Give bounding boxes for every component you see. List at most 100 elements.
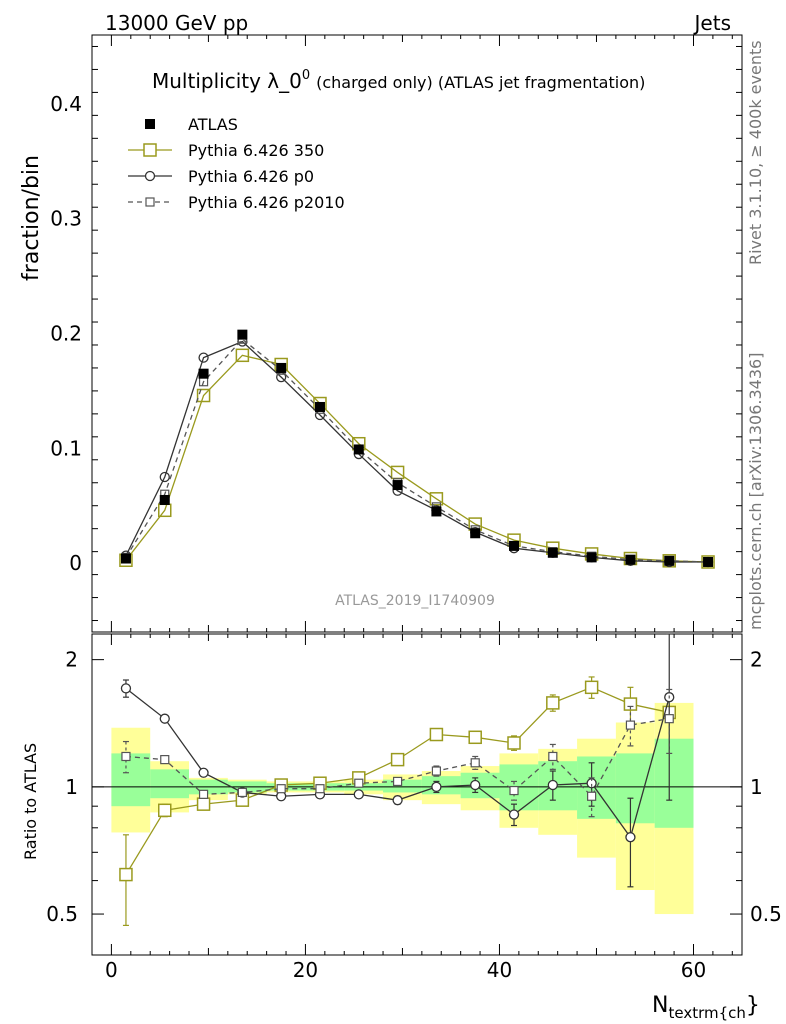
ratio-marker bbox=[468, 730, 482, 745]
uncert-band-green bbox=[383, 779, 422, 793]
uncert-band-green bbox=[150, 769, 190, 799]
atlas-data-point bbox=[198, 368, 209, 379]
ratio-marker bbox=[158, 803, 172, 818]
legend-marker bbox=[144, 170, 156, 182]
atlas-data-point bbox=[586, 552, 597, 563]
uncert-band-green bbox=[615, 753, 655, 824]
ratio-marker bbox=[431, 781, 442, 792]
ratio-frame bbox=[91, 633, 743, 956]
atlas-data-point bbox=[276, 362, 287, 373]
ratio-marker bbox=[470, 779, 481, 791]
ratio-tick-label-right: 1 bbox=[750, 775, 763, 799]
y-tick-label: 0 bbox=[69, 551, 82, 575]
ratio-marker bbox=[547, 779, 558, 791]
ratio-marker bbox=[121, 751, 131, 762]
ratio-marker bbox=[548, 751, 558, 762]
ratio-marker bbox=[508, 809, 520, 820]
atlas-data-point bbox=[509, 540, 520, 551]
atlas-data-point bbox=[237, 329, 248, 340]
atlas-data-point bbox=[392, 480, 403, 491]
header-process-label: Jets bbox=[693, 11, 731, 35]
ratio-marker bbox=[354, 778, 364, 788]
atlas-data-point bbox=[664, 555, 675, 566]
ratio-marker bbox=[119, 867, 133, 882]
atlas-data-point bbox=[159, 494, 170, 505]
series-line bbox=[125, 354, 709, 563]
ratio-marker bbox=[120, 683, 132, 694]
ratio-marker bbox=[664, 714, 674, 724]
ratio-tick-label: 1 bbox=[65, 775, 78, 799]
series-line bbox=[125, 340, 709, 563]
ratio-marker bbox=[392, 795, 403, 806]
ratio-tick-label: 0.5 bbox=[46, 902, 78, 926]
uncertainty-bands bbox=[111, 702, 694, 915]
legend-marker bbox=[145, 119, 155, 129]
uncert-band-green bbox=[654, 738, 694, 828]
x-axis-label: Ntextrm{ch} bbox=[652, 993, 760, 1022]
mcplots-label: mcplots.cern.ch [arXiv:1306.3436] bbox=[746, 353, 765, 630]
atlas-data-point bbox=[470, 528, 481, 539]
series-marker bbox=[235, 348, 250, 363]
ratio-marker bbox=[509, 785, 519, 796]
uncert-band-green bbox=[111, 753, 151, 807]
atlas-data-point bbox=[314, 401, 325, 412]
legend-label: Pythia 6.426 p0 bbox=[188, 167, 314, 186]
atlas-data-point bbox=[353, 444, 364, 455]
ratio-marker bbox=[546, 696, 560, 710]
y-tick-label: 0.1 bbox=[50, 436, 82, 460]
ratio-marker bbox=[237, 787, 247, 798]
series-marker bbox=[429, 492, 444, 506]
atlas-data-point bbox=[547, 547, 558, 558]
legend-label: Pythia 6.426 p2010 bbox=[188, 193, 345, 212]
atlas-data-point bbox=[431, 506, 442, 517]
atlas-data-point bbox=[703, 556, 714, 567]
analysis-id-label: ATLAS_2019_I1740909 bbox=[335, 593, 495, 609]
series-line bbox=[125, 338, 709, 563]
legend-marker bbox=[143, 143, 157, 157]
ratio-marker bbox=[276, 784, 286, 794]
ratio-marker bbox=[584, 680, 599, 695]
ratio-marker bbox=[198, 767, 209, 778]
axes-and-ticks: 0 20 40 60 0 0.1 0.2 0.3 0.4 0.5 0.5 1 1 2 2 bbox=[46, 34, 782, 982]
uncert-band-green bbox=[499, 764, 539, 811]
ratio-marker bbox=[159, 713, 170, 724]
x-tick-label: 40 bbox=[487, 958, 512, 982]
atlas-data-point bbox=[120, 553, 131, 564]
legend: ATLAS Pythia 6.426 350 Pythia 6.426 p0 Pyth… bbox=[128, 115, 345, 212]
ratio-tick-label-right: 0.5 bbox=[750, 902, 782, 926]
ratio-marker bbox=[315, 784, 325, 794]
ratio-marker bbox=[429, 727, 444, 742]
y-axis-label: fraction/bin bbox=[19, 155, 44, 281]
ratio-marker bbox=[196, 797, 211, 811]
x-tick-label: 60 bbox=[681, 958, 706, 982]
legend-label: ATLAS bbox=[188, 115, 238, 134]
y-tick-label: 0.4 bbox=[50, 92, 82, 116]
ratio-marker bbox=[431, 766, 442, 776]
x-tick-label: 20 bbox=[293, 958, 318, 982]
ratio-marker bbox=[392, 776, 403, 787]
ratio-marker bbox=[353, 789, 364, 800]
legend-marker bbox=[145, 197, 155, 207]
series-marker bbox=[196, 388, 211, 403]
ratio-marker bbox=[470, 758, 480, 768]
ratio-marker bbox=[160, 755, 170, 765]
y-tick-label: 0.3 bbox=[50, 207, 82, 231]
chart-title: Multiplicity λ_00 (charged only) (ATLAS j… bbox=[152, 68, 645, 93]
data-series bbox=[119, 329, 715, 927]
ratio-marker bbox=[198, 789, 209, 799]
ratio-marker bbox=[390, 752, 405, 767]
ratio-tick-label: 2 bbox=[65, 648, 78, 672]
ratio-marker bbox=[587, 791, 597, 801]
y-tick-label: 0.2 bbox=[50, 322, 82, 346]
series-marker bbox=[198, 352, 209, 363]
atlas-data-point bbox=[625, 554, 636, 565]
ratio-marker bbox=[625, 720, 636, 730]
legend-label: Pythia 6.426 350 bbox=[188, 141, 324, 160]
ratio-marker bbox=[623, 697, 638, 711]
ratio-marker bbox=[625, 832, 636, 843]
ratio-axis-label: Ratio to ATLAS bbox=[21, 743, 40, 860]
ratio-tick-label-right: 2 bbox=[750, 648, 763, 672]
rivet-version-label: Rivet 3.1.10, ≥ 400k events bbox=[746, 40, 765, 265]
ratio-line bbox=[125, 718, 670, 798]
